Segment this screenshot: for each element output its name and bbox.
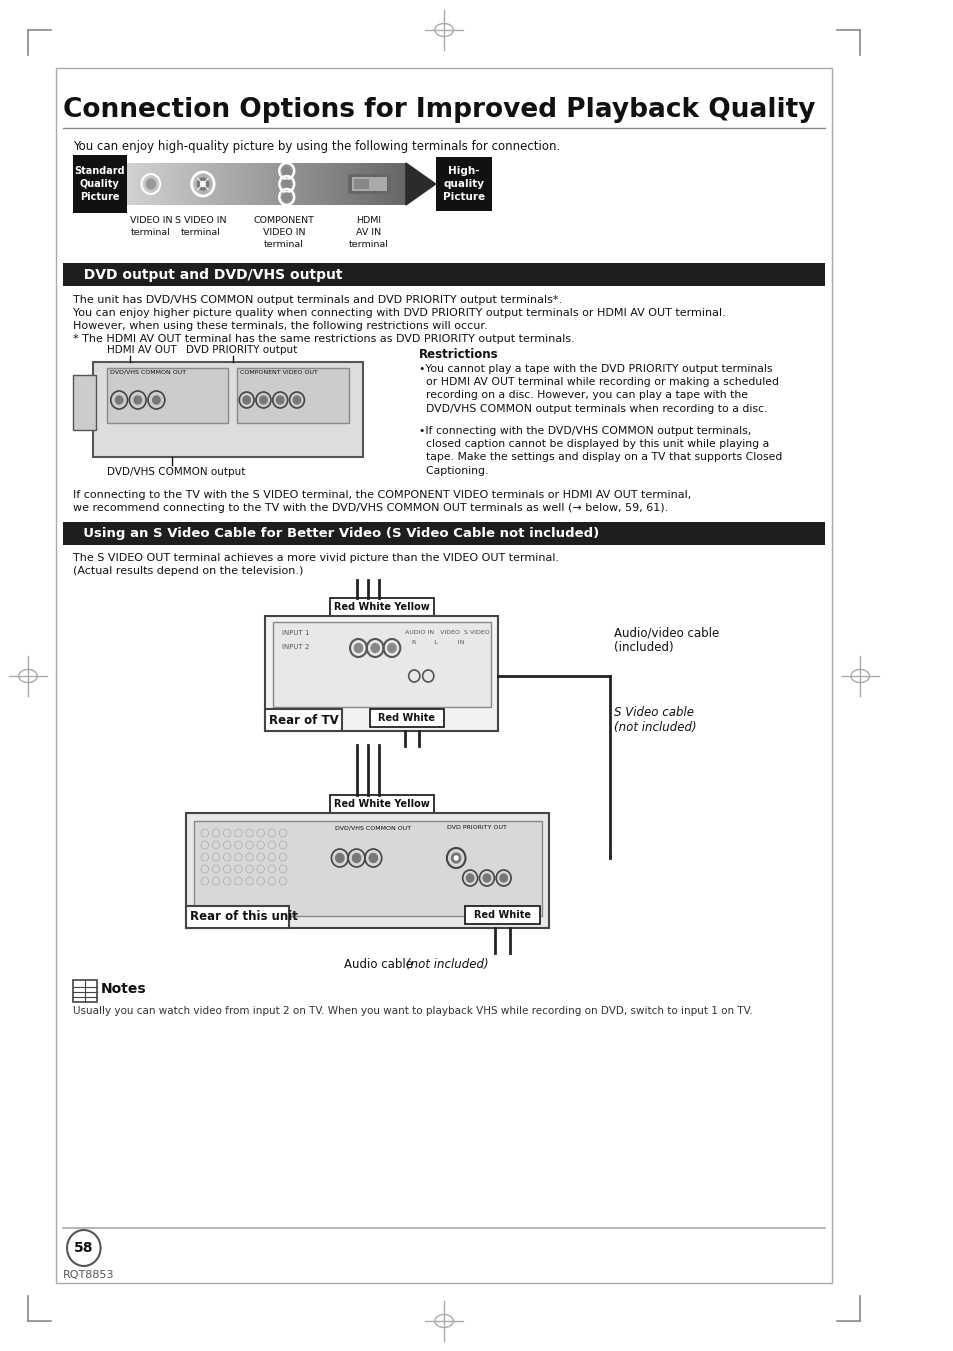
Text: The unit has DVD/VHS COMMON output terminals and DVD PRIORITY output terminals*.: The unit has DVD/VHS COMMON output termi… [72, 295, 561, 305]
Circle shape [482, 874, 490, 882]
Circle shape [454, 857, 457, 861]
Bar [436, 157, 491, 211]
Text: Red White Yellow: Red White Yellow [334, 798, 429, 809]
Circle shape [146, 178, 155, 189]
Text: VIDEO IN
terminal: VIDEO IN terminal [130, 216, 172, 236]
Text: HDMI
AV IN
terminal: HDMI AV IN terminal [349, 216, 388, 249]
Text: If connecting to the TV with the S VIDEO terminal, the COMPONENT VIDEO terminals: If connecting to the TV with the S VIDEO… [72, 490, 690, 500]
Text: Red White: Red White [378, 713, 435, 723]
Bar [329, 794, 434, 813]
Bar [72, 979, 96, 1002]
Circle shape [197, 178, 209, 190]
Text: INPUT 1: INPUT 1 [282, 630, 310, 636]
Circle shape [335, 854, 344, 862]
Text: •You cannot play a tape with the DVD PRIORITY output terminals
  or HDMI AV OUT : •You cannot play a tape with the DVD PRI… [418, 363, 778, 413]
Text: Audio cable: Audio cable [344, 958, 416, 971]
Text: DVD/VHS COMMON output: DVD/VHS COMMON output [107, 467, 245, 477]
Text: INPUT 2: INPUT 2 [282, 644, 309, 650]
Text: Red White Yellow: Red White Yellow [334, 603, 429, 612]
Bar [465, 907, 539, 924]
Text: 58: 58 [74, 1242, 93, 1255]
Circle shape [499, 874, 507, 882]
Bar [369, 709, 443, 727]
Bar [72, 376, 96, 430]
Bar [265, 709, 341, 731]
Circle shape [243, 396, 251, 404]
Text: R         L          IN: R L IN [412, 640, 464, 644]
Text: DVD/VHS COMMON OUT: DVD/VHS COMMON OUT [110, 370, 186, 376]
Text: S VIDEO IN
terminal: S VIDEO IN terminal [175, 216, 227, 236]
Text: Rear of this unit: Rear of this unit [190, 911, 297, 924]
Bar [186, 907, 289, 928]
Text: Using an S Video Cable for Better Video (S Video Cable not included): Using an S Video Cable for Better Video … [74, 527, 599, 540]
Text: DVD output and DVD/VHS output: DVD output and DVD/VHS output [74, 267, 343, 281]
Circle shape [283, 168, 290, 176]
Circle shape [371, 643, 379, 653]
Bar [265, 616, 497, 731]
Text: You can enjoy high-quality picture by using the following terminals for connecti: You can enjoy high-quality picture by us… [72, 141, 559, 153]
Bar [56, 68, 831, 1283]
Text: RQT8853: RQT8853 [63, 1270, 114, 1279]
Text: COMPONENT
VIDEO IN
terminal: COMPONENT VIDEO IN terminal [253, 216, 314, 249]
Text: •If connecting with the DVD/VHS COMMON output terminals,
  closed caption cannot: •If connecting with the DVD/VHS COMMON o… [418, 426, 781, 476]
Circle shape [293, 396, 300, 404]
Text: DVD PRIORITY OUT: DVD PRIORITY OUT [446, 825, 506, 830]
Circle shape [276, 396, 284, 404]
Circle shape [67, 1229, 100, 1266]
Bar [63, 521, 824, 544]
Bar [348, 174, 391, 195]
Text: (not included): (not included) [405, 958, 488, 971]
Text: Audio/video cable
(included): Audio/video cable (included) [614, 626, 719, 654]
Text: we recommend connecting to the TV with the DVD/VHS COMMON OUT terminals as well : we recommend connecting to the TV with t… [72, 503, 667, 513]
Text: Standard
Quality
Picture: Standard Quality Picture [74, 166, 125, 203]
Circle shape [451, 852, 460, 863]
Circle shape [200, 181, 205, 186]
Text: Rear of TV: Rear of TV [269, 713, 338, 727]
Bar [93, 362, 363, 457]
Bar [273, 621, 490, 707]
Circle shape [352, 854, 360, 862]
Circle shape [283, 180, 290, 188]
Circle shape [259, 396, 267, 404]
Text: High-
quality
Picture: High- quality Picture [442, 166, 484, 203]
Text: Red White: Red White [474, 911, 531, 920]
Bar [63, 263, 824, 286]
Bar [329, 598, 434, 616]
Text: AUDIO IN   VIDEO  S VIDEO: AUDIO IN VIDEO S VIDEO [405, 630, 489, 635]
Circle shape [283, 193, 290, 201]
Bar [72, 155, 127, 213]
Text: Restrictions: Restrictions [418, 349, 498, 361]
Text: The S VIDEO OUT terminal achieves a more vivid picture than the VIDEO OUT termin: The S VIDEO OUT terminal achieves a more… [72, 553, 558, 563]
Text: (Actual results depend on the television.): (Actual results depend on the television… [72, 566, 303, 576]
Bar [237, 367, 349, 423]
Circle shape [369, 854, 377, 862]
Circle shape [354, 643, 362, 653]
Text: Notes: Notes [100, 982, 146, 996]
Text: HDMI AV OUT: HDMI AV OUT [107, 345, 176, 355]
Text: However, when using these terminals, the following restrictions will occur.: However, when using these terminals, the… [72, 322, 487, 331]
Circle shape [134, 396, 141, 404]
Circle shape [115, 396, 123, 404]
Polygon shape [405, 163, 436, 205]
Text: COMPONENT VIDEO OUT: COMPONENT VIDEO OUT [240, 370, 317, 376]
Text: S Video cable
(not included): S Video cable (not included) [614, 707, 697, 734]
Text: Usually you can watch video from input 2 on TV. When you want to playback VHS wh: Usually you can watch video from input 2… [72, 1006, 752, 1016]
Bar [354, 178, 368, 189]
Text: DVD PRIORITY output: DVD PRIORITY output [186, 345, 297, 355]
Bar [193, 821, 541, 916]
Bar [107, 367, 228, 423]
Text: Connection Options for Improved Playback Quality: Connection Options for Improved Playback… [63, 97, 815, 123]
Circle shape [387, 643, 395, 653]
Bar [186, 813, 549, 928]
Text: * The HDMI AV OUT terminal has the same restrictions as DVD PRIORITY output term: * The HDMI AV OUT terminal has the same … [72, 334, 574, 345]
Text: You can enjoy higher picture quality when connecting with DVD PRIORITY output te: You can enjoy higher picture quality whe… [72, 308, 724, 317]
Text: DVD/VHS COMMON OUT: DVD/VHS COMMON OUT [335, 825, 411, 830]
Bar [352, 177, 387, 190]
Circle shape [466, 874, 474, 882]
Circle shape [152, 396, 160, 404]
